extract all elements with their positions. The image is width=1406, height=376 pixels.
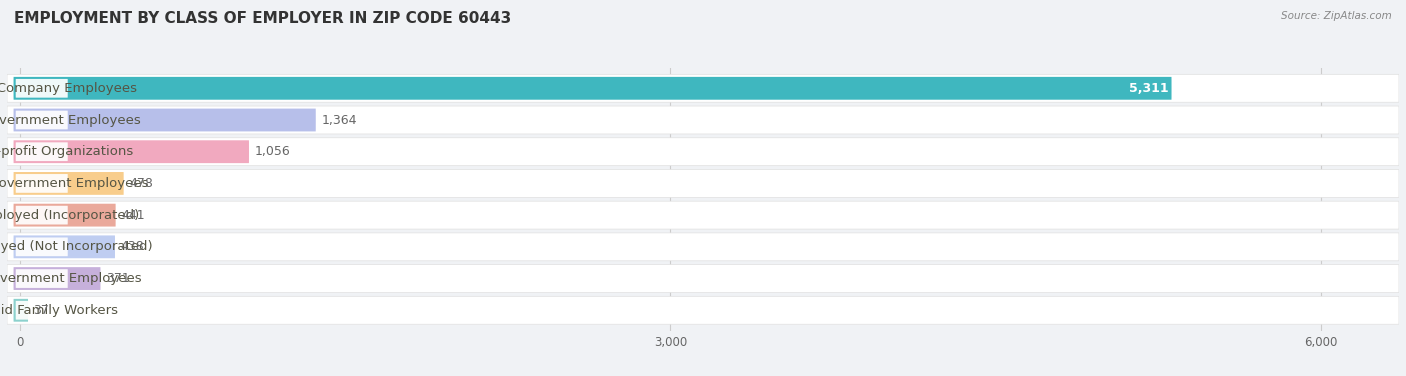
Text: 441: 441 [121, 209, 145, 221]
FancyBboxPatch shape [15, 301, 67, 320]
FancyBboxPatch shape [7, 233, 1399, 261]
FancyBboxPatch shape [7, 265, 1399, 293]
Text: 478: 478 [129, 177, 153, 190]
FancyBboxPatch shape [7, 74, 1399, 102]
Text: Local Government Employees: Local Government Employees [0, 114, 141, 126]
FancyBboxPatch shape [7, 106, 1399, 134]
Text: Federal Government Employees: Federal Government Employees [0, 177, 149, 190]
FancyBboxPatch shape [14, 204, 115, 227]
Text: Source: ZipAtlas.com: Source: ZipAtlas.com [1281, 11, 1392, 21]
FancyBboxPatch shape [15, 238, 67, 256]
FancyBboxPatch shape [14, 235, 115, 258]
FancyBboxPatch shape [14, 140, 249, 163]
FancyBboxPatch shape [14, 267, 100, 290]
Text: 37: 37 [34, 304, 49, 317]
FancyBboxPatch shape [14, 109, 316, 132]
FancyBboxPatch shape [14, 299, 28, 322]
Text: Unpaid Family Workers: Unpaid Family Workers [0, 304, 118, 317]
FancyBboxPatch shape [15, 111, 67, 129]
FancyBboxPatch shape [15, 79, 67, 98]
Text: State Government Employees: State Government Employees [0, 272, 142, 285]
Text: 5,311: 5,311 [1129, 82, 1168, 95]
Text: 371: 371 [105, 272, 129, 285]
FancyBboxPatch shape [14, 77, 1171, 100]
FancyBboxPatch shape [7, 296, 1399, 324]
FancyBboxPatch shape [7, 201, 1399, 229]
FancyBboxPatch shape [15, 143, 67, 161]
FancyBboxPatch shape [7, 138, 1399, 166]
Text: 438: 438 [121, 240, 145, 253]
Text: Not-for-profit Organizations: Not-for-profit Organizations [0, 145, 132, 158]
FancyBboxPatch shape [15, 269, 67, 288]
Text: 1,056: 1,056 [254, 145, 290, 158]
Text: Private Company Employees: Private Company Employees [0, 82, 138, 95]
Text: Self-Employed (Incorporated): Self-Employed (Incorporated) [0, 209, 139, 221]
FancyBboxPatch shape [15, 174, 67, 193]
FancyBboxPatch shape [14, 172, 124, 195]
FancyBboxPatch shape [7, 170, 1399, 197]
Text: 1,364: 1,364 [321, 114, 357, 126]
Text: Self-Employed (Not Incorporated): Self-Employed (Not Incorporated) [0, 240, 153, 253]
FancyBboxPatch shape [15, 206, 67, 224]
Text: EMPLOYMENT BY CLASS OF EMPLOYER IN ZIP CODE 60443: EMPLOYMENT BY CLASS OF EMPLOYER IN ZIP C… [14, 11, 512, 26]
